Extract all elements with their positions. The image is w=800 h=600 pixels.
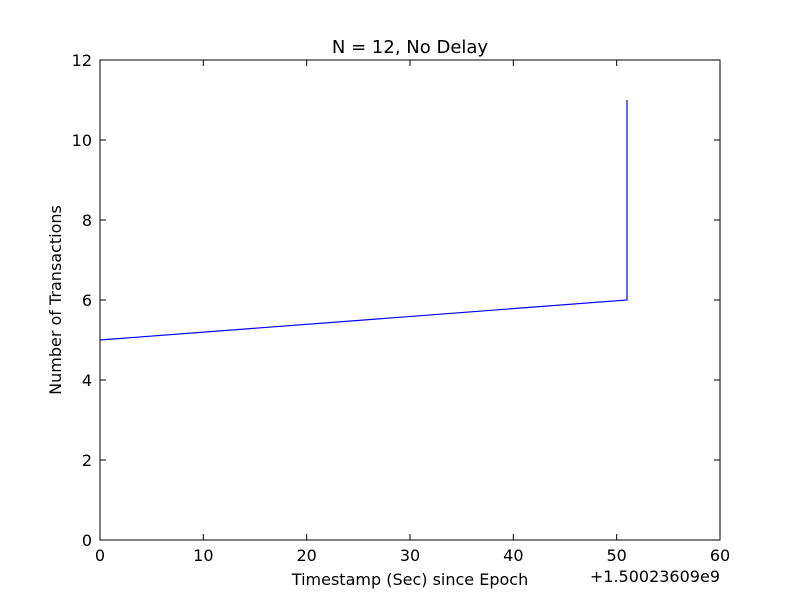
x-tick-label: 50 [606,546,626,565]
chart-title: N = 12, No Delay [332,37,489,58]
y-axis-label: Number of Transactions [46,205,65,395]
plot-area [99,100,628,341]
y-tick-label: 12 [72,51,92,70]
y-axis: 0 2 4 6 8 10 12 [72,51,720,550]
y-tick-label: 8 [82,211,92,230]
x-tick-label: 10 [193,546,213,565]
x-tick-label: 0 [95,546,105,565]
x-tick-label: 20 [296,546,316,565]
x-axis-label: Timestamp (Sec) since Epoch [291,570,528,589]
x-tick-label: 60 [710,546,730,565]
y-tick-label: 2 [82,451,92,470]
y-tick-label: 6 [82,291,92,310]
series-line [99,100,628,341]
y-tick-label: 0 [82,531,92,550]
plot-frame [99,59,721,541]
x-axis-offset-label: +1.50023609e9 [590,567,720,586]
y-tick-label: 10 [72,131,92,150]
x-axis: 0 10 20 30 40 50 60 [95,60,730,565]
x-tick-label: 40 [503,546,523,565]
x-tick-label: 30 [400,546,420,565]
y-tick-label: 4 [82,371,92,390]
